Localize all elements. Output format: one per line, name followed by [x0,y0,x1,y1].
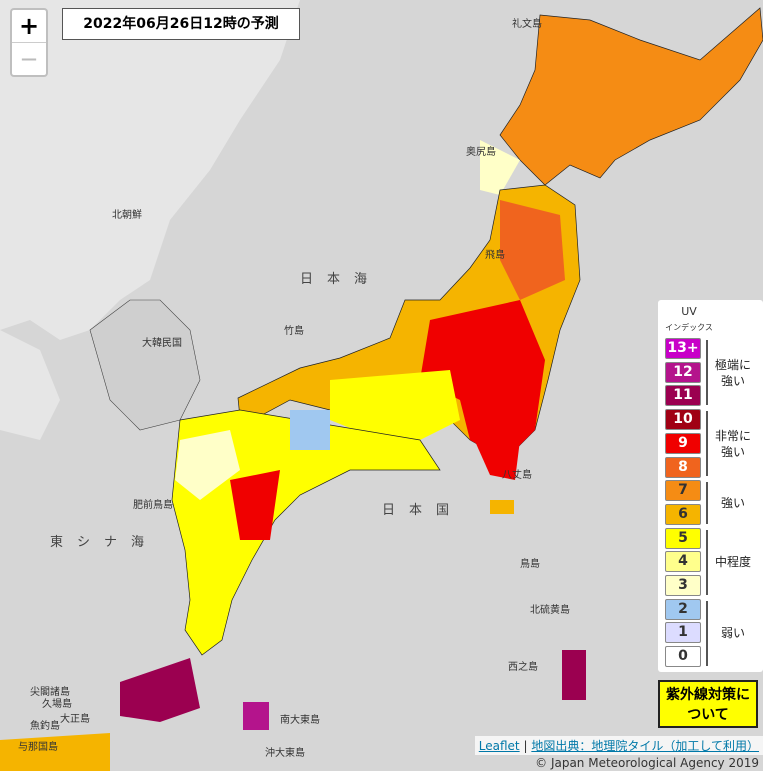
place-label: 北朝鮮 [112,208,142,221]
legend-swatch: 12 [665,361,701,383]
legend-group-label: 非常に強い [714,428,751,459]
legend-swatch: 11 [665,385,701,407]
legend-bracket [706,600,712,667]
uv-area [470,430,520,480]
place-label: 竹島 [284,324,304,337]
copyright: © Japan Meteorological Agency 2019 [535,756,759,770]
uv-area [500,200,565,300]
place-label: 日本海 [300,272,381,287]
place-label: 西之島 [508,660,538,673]
place-label: 南大東島 [280,713,320,726]
leaflet-link[interactable]: Leaflet [478,739,520,753]
place-label: 沖大東島 [265,746,305,759]
legend-swatch: 5 [665,527,701,549]
place-label: 北硫黄島 [530,603,570,616]
legend-swatch: 6 [665,503,701,525]
legend: UV インデックス 13+ 12 11 極端に強い 10 9 8 非常に強い 7 6 強い 5 4 3 中程… [658,300,763,672]
legend-title: UV [681,305,697,318]
place-label: 飛島 [485,248,505,261]
attribution: Leaflet | 地図出典：地理院タイル（加工して利用） [474,736,763,755]
legend-swatch: 10 [665,409,701,431]
uv-kyushu-shikoku [171,409,441,656]
place-label: 大韓民国 [142,336,182,349]
legend-swatch: 1 [665,622,701,644]
legend-bracket [706,529,712,595]
place-label: 魚釣島 [30,719,60,732]
place-label: 奥尻島 [466,145,496,158]
legend-bracket [706,411,712,477]
legend-group-label: 弱い [720,626,745,641]
separator: | [523,739,528,753]
korea [89,299,201,431]
place-label: 鳥島 [520,557,540,570]
legend-swatch: 13+ [665,338,701,359]
uv-hokkaido [499,7,763,186]
legend-swatch: 0 [665,646,701,668]
uv-info-button[interactable]: 紫外線対策について [658,680,758,728]
uv-area [330,370,460,440]
legend-swatch: 9 [665,432,701,454]
legend-bracket [706,482,712,524]
china-coast [0,330,60,440]
legend-group-label: 中程度 [714,555,751,570]
place-label: 大正島 [60,712,90,725]
legend-swatch: 4 [665,551,701,573]
place-label: 礼文島 [512,17,542,30]
place-label: 日本国 [382,503,463,518]
uv-okinawa [120,658,200,722]
legend-swatch: 8 [665,456,701,478]
legend-swatch: 3 [665,575,701,596]
zoom-in[interactable]: + [12,10,46,43]
uv-ogasawara [562,650,586,700]
uv-hachijo [490,500,514,514]
source-link[interactable]: 地図出典：地理院タイル（加工して利用） [531,739,759,753]
forecast-title: 2022年06月26日12時の予測 [62,8,300,40]
place-label: 東シナ海 [50,534,158,550]
legend-swatch: 7 [665,480,701,502]
place-label: 肥前鳥島 [133,498,173,511]
legend-subtitle: インデックス [665,323,713,332]
legend-bracket [706,340,712,406]
uv-daito [243,702,269,730]
uv-area [480,140,520,195]
place-label: 久場島 [42,697,72,710]
uv-area [230,470,280,540]
zoom-out[interactable]: — [21,49,37,68]
uv-area [175,430,240,500]
mainland [0,0,300,340]
zoom-control: + — [10,8,48,77]
legend-group-label: 強い [720,496,745,511]
uv-yaeyama [0,733,110,771]
uv-area [290,410,330,450]
uv-area [420,300,545,460]
legend-group-label: 極端に強い [714,357,751,388]
place-label: 尖閣諸島 [30,685,70,698]
legend-swatch: 2 [665,598,701,620]
place-label: 八丈島 [502,468,532,481]
place-label: 与那国島 [18,740,58,753]
